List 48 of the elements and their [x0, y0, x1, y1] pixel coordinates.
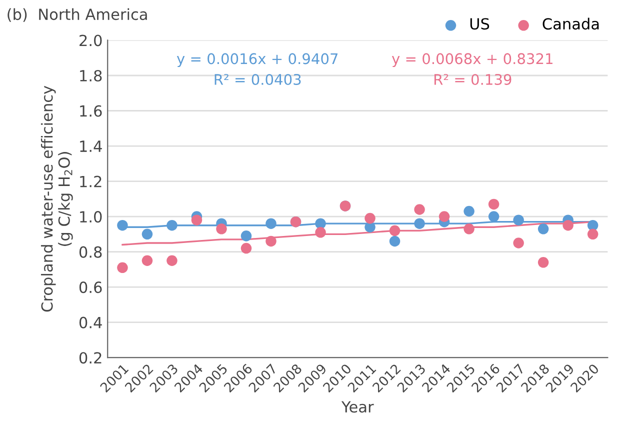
point [142, 255, 153, 266]
annotation: y = 0.0016x + 0.9407 R² = 0.0403 [176, 53, 338, 85]
point [587, 220, 598, 231]
point [488, 211, 500, 222]
point [488, 198, 500, 210]
point [191, 214, 202, 226]
point [538, 224, 549, 234]
point [166, 220, 178, 231]
point [266, 236, 276, 247]
point [464, 206, 474, 217]
point [389, 236, 400, 247]
point [464, 224, 474, 234]
point [315, 227, 326, 238]
point [538, 257, 549, 268]
point [513, 214, 524, 226]
y-tick-label: 0.8 [79, 246, 102, 258]
point [117, 262, 128, 274]
y-tick-label: 0.2 [79, 352, 102, 364]
chart-title: (b) North America [8, 8, 147, 22]
y-tick-label: 1.2 [80, 176, 102, 188]
y-tick-label: 1.4 [80, 140, 102, 152]
y-tick-label: 2.0 [80, 34, 102, 46]
point [513, 238, 524, 248]
point [562, 220, 574, 231]
point [389, 225, 400, 236]
point [266, 218, 276, 229]
point [166, 255, 178, 266]
point [414, 204, 425, 215]
point [438, 211, 450, 222]
y-tick-label: 0.4 [79, 316, 102, 328]
point [240, 242, 252, 254]
y-tick-label: 1.8 [80, 70, 102, 82]
point [587, 228, 598, 240]
y-axis-title: Cropland water-use efficiency (g C/kg H$_{2}$O) [40, 86, 73, 312]
y-tick-label: 1.0 [80, 211, 102, 223]
point [142, 228, 153, 240]
annotation: y = 0.0068x + 0.8321 R² = 0.139 [392, 53, 552, 85]
y-tick-label: 0.6 [79, 282, 102, 294]
point [216, 224, 227, 234]
point [240, 230, 252, 242]
legend-label: Canada [542, 18, 599, 30]
legend-label: US [470, 18, 490, 30]
x-axis-title: Year [341, 401, 374, 413]
point [364, 212, 376, 224]
point [414, 218, 425, 229]
y-tick-label: 1.6 [80, 105, 102, 117]
point [315, 218, 326, 229]
point [117, 220, 128, 231]
